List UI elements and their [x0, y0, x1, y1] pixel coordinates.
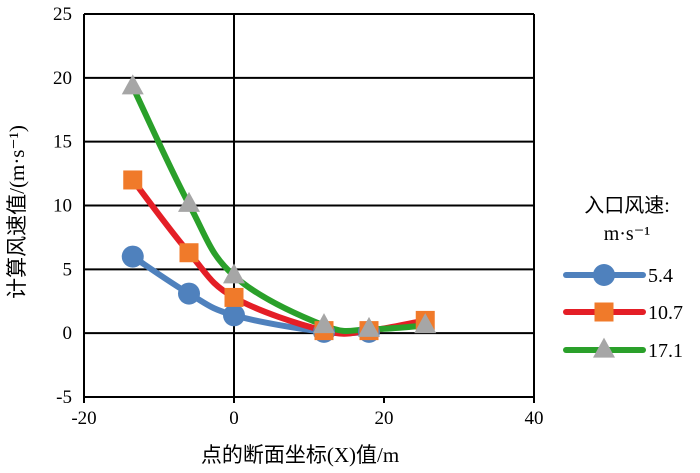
legend: 入口风速: m·s⁻¹ 5.4 10.7 17.1 [563, 194, 683, 362]
series-2-point-2 [223, 263, 245, 284]
x-tick-label-3: 40 [525, 408, 544, 429]
series-2-point-5 [414, 313, 437, 334]
series-line-2 [129, 83, 429, 335]
series-markers [121, 74, 437, 343]
legend-label-1: 10.7 [648, 302, 683, 324]
legend-marker-2 [593, 337, 615, 358]
y-tick-label-5: 20 [53, 68, 72, 89]
series-0-point-1 [178, 282, 200, 305]
legend-title-line2: m·s⁻¹ [604, 223, 651, 245]
series-line-1 [129, 176, 429, 337]
series-0-point-2 [223, 304, 245, 327]
series-0-point-0 [121, 245, 144, 268]
legend-marker-1 [594, 302, 614, 322]
series-2-point-0 [121, 74, 144, 95]
series-1-point-2 [224, 287, 244, 307]
y-tick-label-4: 15 [53, 132, 72, 153]
legend-label-0: 5.4 [648, 265, 673, 287]
x-tick-label-2: 20 [375, 408, 394, 429]
series-2-point-3 [313, 313, 335, 334]
x-axis-title: 点的断面坐标(X)值/m [201, 443, 399, 467]
y-tick-label-1: 0 [63, 323, 73, 344]
legend-label-2: 17.1 [648, 340, 683, 362]
y-tick-label-0: -5 [56, 387, 72, 408]
series-1-point-0 [123, 170, 143, 190]
series-2-point-1 [178, 191, 200, 212]
y-tick-label-2: 5 [63, 259, 73, 280]
plot-frame [83, 14, 535, 403]
y-axis-title: 计算风速值/(m·s⁻¹) [5, 125, 29, 299]
series-lines [129, 83, 429, 337]
tick-labels: -5 0 5 10 15 20 25 -20 0 20 40 [53, 4, 544, 429]
y-tick-label-6: 25 [53, 4, 72, 25]
series-2-point-4 [358, 316, 380, 337]
legend-entries: 5.4 10.7 17.1 [563, 264, 683, 362]
x-tick-label-1: 0 [229, 408, 239, 429]
x-tick-label-0: -20 [71, 408, 96, 429]
series-line-0 [129, 253, 372, 337]
legend-title-line1: 入口风速: [584, 194, 670, 217]
series-1-point-1 [179, 243, 199, 263]
legend-marker-0 [593, 264, 615, 286]
y-tick-label-3: 10 [53, 196, 72, 217]
